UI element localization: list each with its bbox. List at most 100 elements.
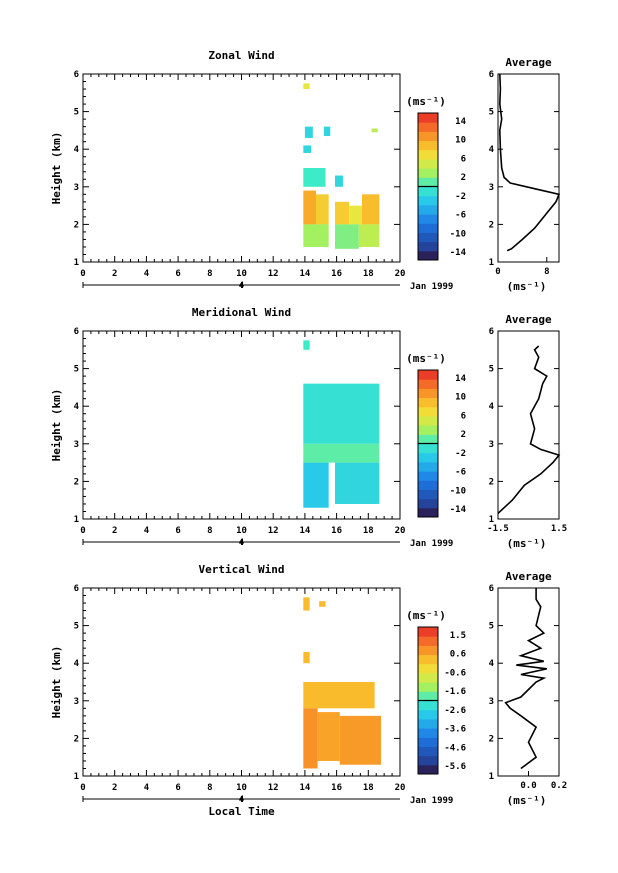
x-tick-label: 0 — [80, 526, 85, 536]
y-tick-label: 5 — [74, 365, 79, 375]
colorbar-segment — [418, 700, 438, 711]
y-tick-label: 6 — [74, 70, 79, 80]
x-tick-label: 10 — [236, 269, 247, 279]
colorbar-segment — [418, 452, 438, 463]
data-cell — [349, 205, 362, 225]
average-y-tick-label: 1 — [489, 515, 494, 525]
y-tick-label: 1 — [74, 772, 79, 782]
colorbar-tick-label: 14 — [455, 117, 466, 127]
colorbar-segment — [418, 718, 438, 729]
y-tick-label: 4 — [74, 145, 80, 155]
average-y-tick-label: 2 — [489, 220, 494, 230]
y-tick-label: 1 — [74, 515, 79, 525]
colorbar-tick-label: 1.5 — [450, 631, 466, 641]
panel-title: Vertical Wind — [198, 563, 284, 576]
data-cell — [319, 601, 326, 607]
colorbar-segment — [418, 663, 438, 674]
colorbar-segment — [418, 682, 438, 692]
x-tick-label: 4 — [144, 783, 150, 793]
data-cell — [303, 462, 329, 508]
colorbar-segment — [418, 397, 438, 408]
x-tick-label: 14 — [299, 526, 310, 536]
colorbar-segment — [418, 379, 438, 389]
colorbar-segment — [418, 480, 438, 490]
colorbar-segment — [418, 434, 438, 444]
colorbar-tick-label: -1.6 — [444, 687, 466, 697]
x-tick-label: 8 — [207, 783, 212, 793]
data-cell — [303, 597, 310, 611]
average-x-tick-label: 0.2 — [551, 781, 567, 791]
x-axis-label: Local Time — [208, 805, 275, 818]
x-tick-label: 18 — [363, 526, 374, 536]
colorbar-segment — [418, 471, 438, 481]
colorbar-tick-label: 0.6 — [450, 650, 466, 660]
date-axis-month: Jan 1999 — [410, 282, 453, 292]
x-tick-label: 2 — [112, 526, 117, 536]
average-y-tick-label: 6 — [489, 70, 494, 80]
y-tick-label: 4 — [74, 659, 80, 669]
x-tick-label: 6 — [175, 783, 180, 793]
data-cell — [303, 682, 375, 709]
date-axis-month: Jan 1999 — [410, 796, 453, 806]
colorbar-segment — [418, 498, 438, 509]
colorbar-tick-label: -2.6 — [444, 706, 466, 716]
data-cell — [339, 715, 381, 765]
x-tick-label: 2 — [112, 783, 117, 793]
colorbar-segment — [418, 645, 438, 656]
x-tick-label: 20 — [395, 783, 406, 793]
colorbar-tick-label: -14 — [450, 248, 467, 258]
average-y-tick-label: 1 — [489, 258, 494, 268]
colorbar-tick-label: 6 — [461, 154, 466, 164]
average-y-tick-label: 2 — [489, 734, 494, 744]
colorbar-segment — [418, 764, 438, 775]
colorbar-tick-label: -2 — [455, 449, 466, 459]
x-tick-label: 0 — [80, 783, 85, 793]
y-tick-label: 3 — [74, 183, 79, 193]
average-y-tick-label: 5 — [489, 365, 494, 375]
colorbar-segment — [418, 461, 438, 472]
x-tick-label: 16 — [331, 526, 342, 536]
data-cell — [315, 194, 329, 225]
x-tick-label: 16 — [331, 783, 342, 793]
data-cell — [323, 126, 331, 137]
data-cell — [335, 175, 343, 187]
average-y-tick-label: 4 — [489, 402, 495, 412]
colorbar-segment — [418, 122, 438, 132]
average-profile-line — [498, 73, 561, 252]
colorbar-segment — [418, 627, 438, 637]
x-tick-label: 10 — [236, 526, 247, 536]
average-y-tick-label: 6 — [489, 327, 494, 337]
x-tick-label: 14 — [299, 269, 310, 279]
colorbar-segment — [418, 131, 438, 142]
average-x-tick-label: 0.0 — [520, 781, 536, 791]
x-tick-label: 14 — [299, 783, 310, 793]
data-cell — [371, 128, 378, 133]
y-tick-label: 2 — [74, 220, 79, 230]
y-tick-label: 2 — [74, 734, 79, 744]
colorbar-tick-label: 10 — [455, 393, 466, 403]
date-axis-day: 4 — [239, 538, 245, 548]
data-cell — [303, 708, 318, 769]
average-y-tick-label: 1 — [489, 772, 494, 782]
average-x-tick-label: 8 — [544, 267, 549, 277]
average-x-label: (ms⁻¹) — [507, 794, 547, 807]
colorbar-tick-label: -14 — [450, 505, 467, 515]
data-cell — [303, 651, 310, 664]
panel-title: Zonal Wind — [208, 49, 274, 62]
x-tick-label: 10 — [236, 783, 247, 793]
colorbar-tick-label: 14 — [455, 374, 466, 384]
x-tick-label: 20 — [395, 269, 406, 279]
colorbar-segment — [418, 489, 438, 500]
colorbar-segment — [418, 204, 438, 215]
colorbar-segment — [418, 149, 438, 160]
average-x-tick-label: 0 — [495, 267, 500, 277]
colorbar-tick-label: -6 — [455, 211, 466, 221]
y-tick-label: 5 — [74, 622, 79, 632]
colorbar-segment — [418, 691, 438, 701]
x-tick-label: 18 — [363, 783, 374, 793]
colorbar-segment — [418, 728, 438, 738]
colorbar-tick-label: 2 — [461, 173, 466, 183]
